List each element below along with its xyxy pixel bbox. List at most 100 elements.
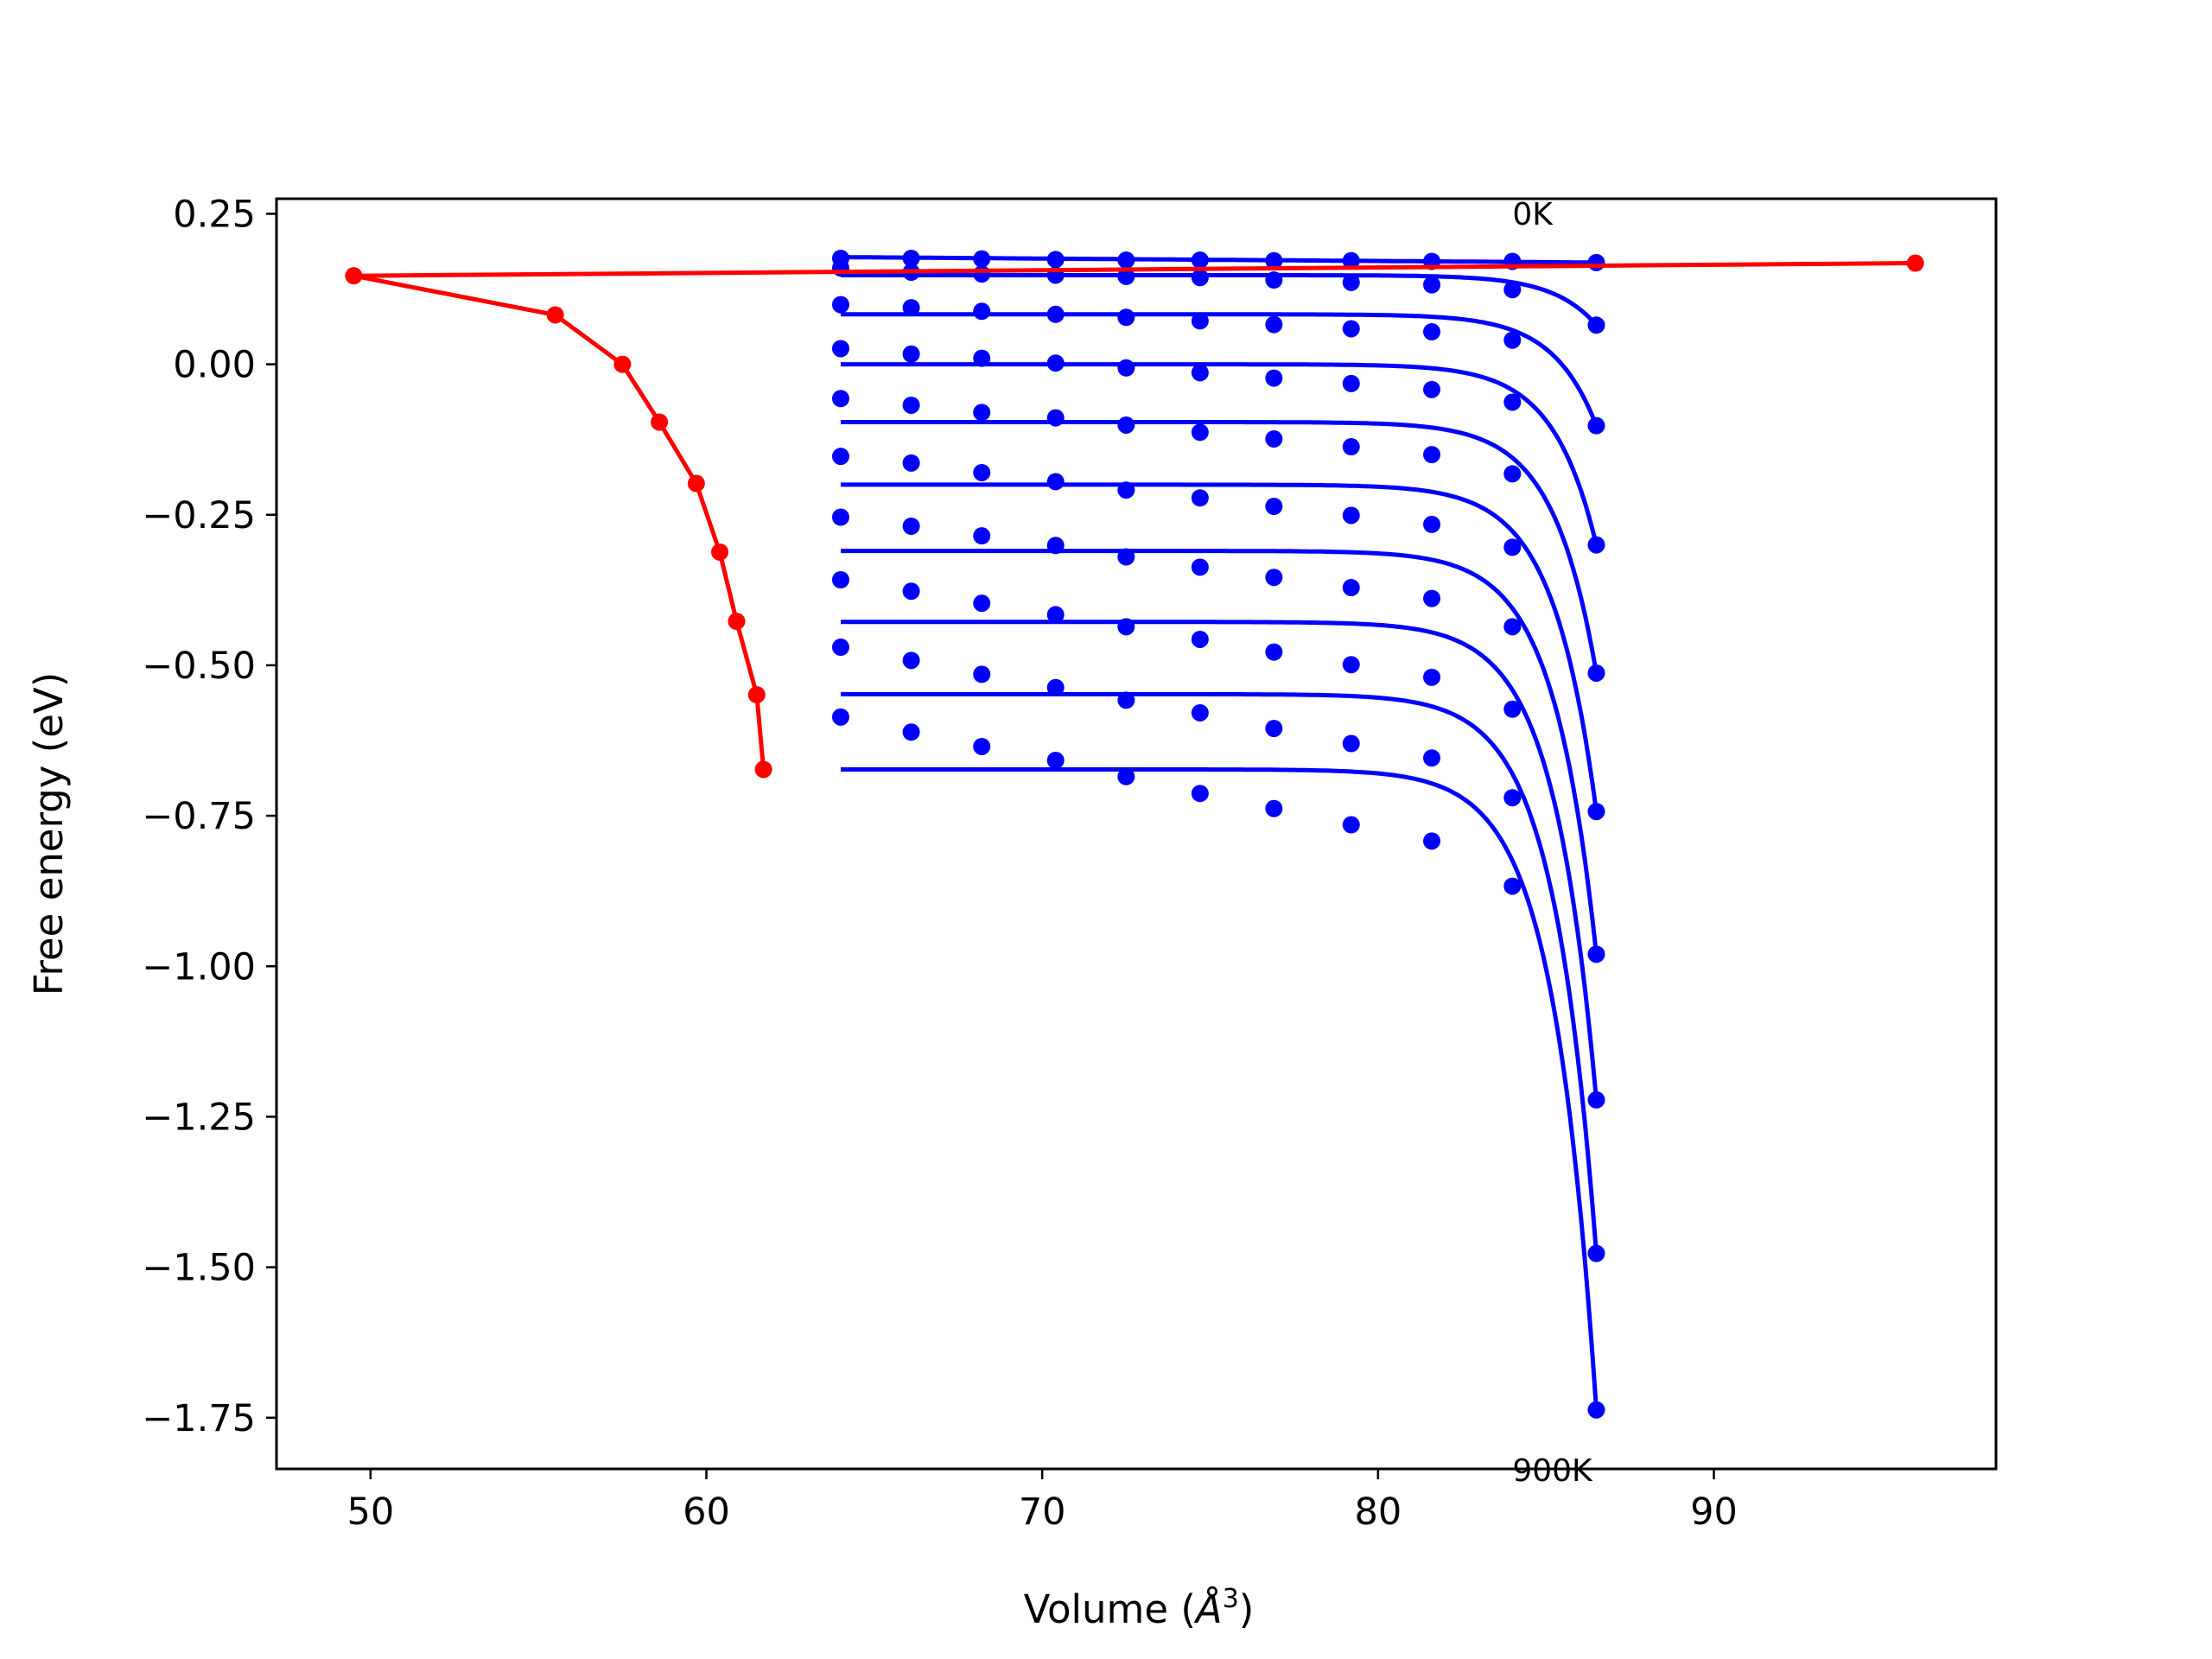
isotherm-point-300K [1117, 359, 1135, 377]
x-tick-label: 80 [1354, 1491, 1402, 1534]
y-tick-label: 0.25 [173, 193, 256, 236]
boundary-line [351, 261, 1916, 770]
isotherm-point-600K [1342, 579, 1360, 597]
isotherm-point-0K [902, 249, 920, 267]
isotherm-point-700K [1191, 630, 1209, 648]
y-tick-label: −0.50 [142, 645, 256, 688]
boundary-point [345, 267, 363, 285]
isotherm-point-200K [1265, 315, 1283, 334]
isotherm-point-400K [973, 404, 991, 422]
isotherm-fit-line-900K [841, 767, 1599, 1410]
isotherm-point-300K [1265, 369, 1283, 387]
isotherm-point-0K [1342, 251, 1360, 270]
temperature-annotation: 0K [1512, 197, 1554, 232]
isotherm-point-400K [1587, 664, 1605, 682]
isotherm-point-900K [902, 723, 920, 741]
isotherm-point-800K [1265, 720, 1283, 738]
isotherm-point-900K [1503, 877, 1522, 895]
isotherm-point-700K [1046, 606, 1065, 624]
y-axis-label: Free energy (eV) [26, 672, 72, 995]
y-tick-label: −1.00 [142, 945, 256, 988]
isotherm-point-800K [1503, 789, 1522, 807]
isotherm-point-400K [1342, 438, 1360, 456]
isotherm-point-600K [1587, 945, 1605, 963]
isotherm-point-300K [1342, 374, 1360, 392]
isotherm-point-200K [1046, 305, 1065, 323]
isotherm-point-600K [1046, 537, 1065, 555]
x-axis: 50 60 70 80 90 [346, 1469, 1738, 1534]
isotherm-point-100K [1342, 273, 1360, 291]
isotherm-point-500K [1265, 498, 1283, 516]
isotherm-point-400K [902, 396, 920, 414]
isotherm-point-700K [1503, 700, 1522, 718]
isotherm-point-500K [1117, 481, 1135, 499]
isotherm-point-600K [1191, 558, 1209, 576]
plot-frame [275, 197, 1998, 1471]
series-layer [345, 249, 1924, 1419]
isotherm-point-300K [973, 349, 991, 367]
x-axis-label: Volume (Å3) [1024, 1584, 1255, 1632]
isotherm-point-100K [1503, 281, 1522, 299]
isotherm-point-600K [831, 508, 849, 526]
isotherm-point-900K [973, 737, 991, 755]
boundary-point [1906, 254, 1924, 272]
isotherm-point-800K [831, 639, 849, 657]
isotherm-point-500K [1587, 803, 1605, 821]
isotherm-point-800K [1046, 678, 1065, 696]
isotherm-point-0K [1191, 251, 1209, 270]
y-tick-label: −0.25 [142, 494, 256, 537]
isotherm-point-200K [1342, 320, 1360, 338]
y-tick-label: −1.50 [142, 1247, 256, 1290]
boundary-point [613, 355, 632, 373]
isotherm-fit-line-200K [841, 312, 1599, 427]
boundary-point [747, 686, 766, 704]
isotherm-point-600K [1117, 548, 1135, 566]
isotherm-point-0K [1046, 251, 1065, 269]
isotherm-point-100K [1191, 269, 1209, 287]
y-tick-label: −1.75 [142, 1397, 256, 1440]
boundary-point [687, 474, 705, 493]
isotherm-point-900K [831, 708, 849, 726]
x-tick-label: 50 [346, 1491, 394, 1534]
isotherm-point-900K [1587, 1401, 1605, 1419]
isotherm-point-400K [831, 390, 849, 408]
isotherm-point-300K [1423, 380, 1441, 398]
isotherm-point-600K [902, 517, 920, 535]
isotherm-point-700K [902, 582, 920, 601]
isotherm-point-200K [1587, 416, 1605, 435]
boundary-point [546, 306, 564, 324]
isotherm-point-700K [1587, 1090, 1605, 1109]
isotherm-point-100K [1117, 267, 1135, 285]
boundary-point [711, 543, 729, 561]
isotherm-point-500K [1191, 489, 1209, 507]
isotherm-point-400K [1117, 416, 1135, 434]
isotherm-point-200K [1423, 322, 1441, 340]
isotherm-fit-line-700K [841, 620, 1599, 1101]
isotherm-point-500K [1423, 515, 1441, 533]
isotherm-point-800K [1191, 703, 1209, 721]
isotherm-point-800K [1342, 734, 1360, 753]
isotherm-point-0K [973, 250, 991, 268]
isotherm-point-200K [1117, 308, 1135, 327]
isotherm-point-800K [973, 665, 991, 683]
annotations: 0K 900K [1512, 197, 1593, 1489]
isotherm-point-700K [1117, 618, 1135, 636]
isotherm-point-400K [1046, 409, 1065, 427]
boundary-point [728, 613, 746, 631]
boundary-point [651, 413, 669, 431]
isotherm-point-900K [1423, 832, 1441, 850]
isotherm-fit-line-400K [841, 420, 1599, 674]
isotherm-point-500K [1503, 538, 1522, 556]
isotherm-point-300K [902, 345, 920, 363]
isotherm-point-700K [1423, 668, 1441, 686]
y-tick-label: 0.00 [173, 344, 256, 387]
isotherm-point-100K [1265, 271, 1283, 289]
isotherm-point-200K [1503, 331, 1522, 349]
isotherm-fit-line-0K [841, 255, 1597, 265]
x-tick-label: 70 [1019, 1491, 1066, 1534]
isotherm-point-800K [902, 652, 920, 670]
isotherm-point-500K [1046, 473, 1065, 491]
isotherm-point-900K [1265, 799, 1283, 817]
isotherm-fit-line-800K [841, 691, 1599, 1254]
